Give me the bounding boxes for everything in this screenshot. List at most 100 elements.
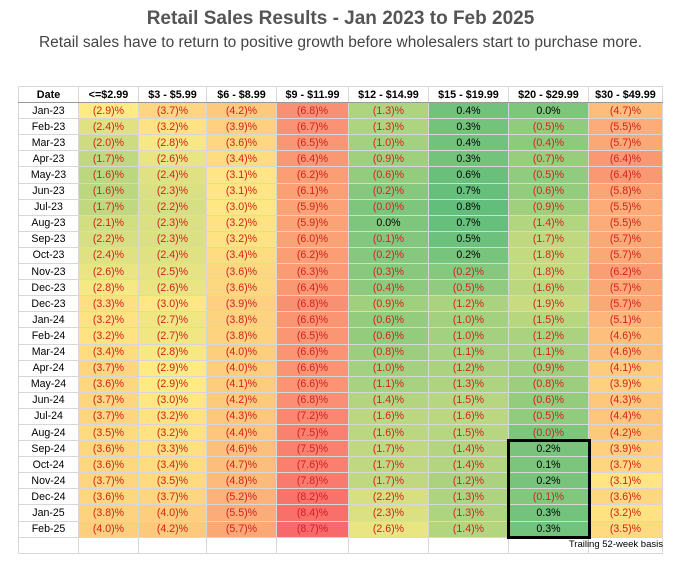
value-cell[interactable]: (2.0)% <box>78 134 139 152</box>
value-cell[interactable]: (3.7)% <box>78 472 139 490</box>
value-cell[interactable]: (1.6)% <box>348 423 429 442</box>
value-cell[interactable]: (1.4)% <box>428 456 509 474</box>
value-cell[interactable]: (1.9)% <box>508 295 589 313</box>
empty-cell[interactable] <box>276 536 349 554</box>
value-cell[interactable]: (1.4)% <box>428 440 509 458</box>
column-header[interactable]: $6 - $8.99 <box>206 85 277 104</box>
value-cell[interactable]: (0.5)% <box>508 166 589 184</box>
value-cell[interactable]: (0.9)% <box>348 150 429 168</box>
value-cell[interactable]: (2.2)% <box>138 198 207 216</box>
value-cell[interactable]: (3.2)% <box>78 311 139 329</box>
value-cell[interactable]: (3.8)% <box>206 327 277 345</box>
value-cell[interactable]: (3.9)% <box>588 440 663 458</box>
value-cell[interactable]: (3.7)% <box>588 456 663 474</box>
value-cell[interactable]: (0.4)% <box>508 134 589 152</box>
value-cell[interactable]: 0.3% <box>508 520 589 538</box>
value-cell[interactable]: (6.6)% <box>276 375 349 393</box>
value-cell[interactable]: 0.6% <box>428 166 509 184</box>
value-cell[interactable]: (1.6)% <box>78 182 139 200</box>
value-cell[interactable]: (7.8)% <box>276 472 349 490</box>
value-cell[interactable]: (3.4)% <box>206 246 277 265</box>
date-cell[interactable]: Mar-24 <box>18 343 79 361</box>
value-cell[interactable]: (1.2)% <box>508 327 589 345</box>
date-cell[interactable]: Jun-23 <box>18 182 79 200</box>
value-cell[interactable]: (3.9)% <box>206 118 277 136</box>
empty-cell[interactable] <box>78 536 139 554</box>
date-cell[interactable]: Jun-24 <box>18 391 79 409</box>
column-header[interactable]: $3 - $5.99 <box>138 85 207 104</box>
empty-cell[interactable] <box>18 536 79 554</box>
value-cell[interactable]: (6.7)% <box>276 118 349 136</box>
value-cell[interactable]: (0.6)% <box>348 311 429 329</box>
value-cell[interactable]: (3.6)% <box>78 456 139 474</box>
value-cell[interactable]: (4.0)% <box>206 343 277 361</box>
value-cell[interactable]: (2.9)% <box>78 102 139 120</box>
value-cell[interactable]: 0.0% <box>508 102 589 120</box>
empty-cell[interactable] <box>508 536 589 554</box>
value-cell[interactable]: (2.1)% <box>78 214 139 232</box>
value-cell[interactable]: (4.0)% <box>206 359 277 377</box>
value-cell[interactable]: (1.7)% <box>508 230 589 248</box>
date-cell[interactable]: Jul-24 <box>18 407 79 425</box>
date-cell[interactable]: Jan-24 <box>18 311 79 329</box>
value-cell[interactable]: (1.6)% <box>78 166 139 184</box>
value-cell[interactable]: (4.2)% <box>138 520 207 538</box>
value-cell[interactable]: (3.5)% <box>588 520 663 538</box>
value-cell[interactable]: (2.7)% <box>138 311 207 329</box>
value-cell[interactable]: (0.0)% <box>508 423 589 442</box>
date-cell[interactable]: Apr-24 <box>18 359 79 377</box>
value-cell[interactable]: (6.6)% <box>276 343 349 361</box>
value-cell[interactable]: (2.3)% <box>138 230 207 248</box>
value-cell[interactable]: (7.2)% <box>276 407 349 425</box>
value-cell[interactable]: (5.5)% <box>206 504 277 522</box>
value-cell[interactable]: (0.5)% <box>428 279 509 297</box>
value-cell[interactable]: (1.3)% <box>428 488 509 506</box>
value-cell[interactable]: (3.2)% <box>206 230 277 248</box>
value-cell[interactable]: (5.5)% <box>588 118 663 136</box>
value-cell[interactable]: (4.6)% <box>588 343 663 361</box>
value-cell[interactable]: (3.8)% <box>78 504 139 522</box>
value-cell[interactable]: (5.9)% <box>276 198 349 216</box>
value-cell[interactable]: (0.8)% <box>508 375 589 393</box>
value-cell[interactable]: (2.8)% <box>78 279 139 297</box>
value-cell[interactable]: (5.5)% <box>588 214 663 232</box>
empty-cell[interactable] <box>428 536 509 554</box>
value-cell[interactable]: (3.6)% <box>206 134 277 152</box>
value-cell[interactable]: (3.2)% <box>588 504 663 522</box>
date-cell[interactable]: May-23 <box>18 166 79 184</box>
date-cell[interactable]: Jul-23 <box>18 198 79 216</box>
value-cell[interactable]: (3.8)% <box>206 311 277 329</box>
value-cell[interactable]: (1.1)% <box>428 343 509 361</box>
value-cell[interactable]: (4.4)% <box>206 423 277 442</box>
value-cell[interactable]: (3.2)% <box>138 423 207 442</box>
value-cell[interactable]: (0.9)% <box>508 359 589 377</box>
date-cell[interactable]: Nov-23 <box>18 263 79 281</box>
value-cell[interactable]: (0.5)% <box>508 407 589 425</box>
value-cell[interactable]: (3.9)% <box>588 375 663 393</box>
value-cell[interactable]: (4.2)% <box>206 391 277 409</box>
date-cell[interactable]: Oct-24 <box>18 456 79 474</box>
value-cell[interactable]: (1.4)% <box>428 520 509 538</box>
value-cell[interactable]: (1.2)% <box>428 359 509 377</box>
value-cell[interactable]: (1.7)% <box>348 456 429 474</box>
date-cell[interactable]: Dec-24 <box>18 488 79 506</box>
value-cell[interactable]: (6.4)% <box>588 150 663 168</box>
value-cell[interactable]: (3.3)% <box>78 295 139 313</box>
value-cell[interactable]: (1.5)% <box>508 311 589 329</box>
value-cell[interactable]: (6.5)% <box>276 134 349 152</box>
value-cell[interactable]: (4.6)% <box>206 440 277 458</box>
value-cell[interactable]: (4.1)% <box>206 375 277 393</box>
date-cell[interactable]: May-24 <box>18 375 79 393</box>
value-cell[interactable]: (2.3)% <box>138 214 207 232</box>
value-cell[interactable]: (0.6)% <box>348 327 429 345</box>
value-cell[interactable]: (5.7)% <box>588 279 663 297</box>
value-cell[interactable]: (0.9)% <box>508 198 589 216</box>
value-cell[interactable]: (1.8)% <box>508 263 589 281</box>
column-header[interactable]: $12 - $14.99 <box>348 85 429 104</box>
value-cell[interactable]: (8.4)% <box>276 504 349 522</box>
value-cell[interactable]: (4.0)% <box>138 504 207 522</box>
value-cell[interactable]: (1.3)% <box>348 118 429 136</box>
date-cell[interactable]: Aug-23 <box>18 214 79 232</box>
value-cell[interactable]: (1.7)% <box>348 440 429 458</box>
value-cell[interactable]: (1.3)% <box>428 504 509 522</box>
